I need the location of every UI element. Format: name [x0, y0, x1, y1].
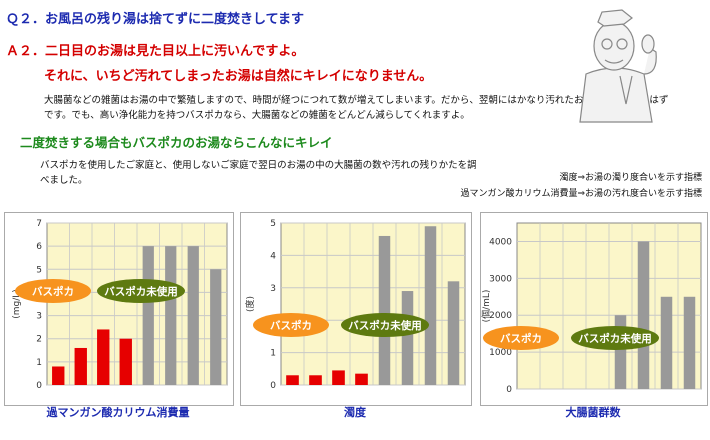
question-heading: Ｑ２．お風呂の残り湯は捨てずに二度焚きしてます: [6, 12, 304, 27]
bar-used: [355, 373, 368, 385]
y-tick-label: 6: [36, 242, 42, 252]
y-tick-label: 1: [270, 349, 276, 359]
y-tick-label: 3: [36, 312, 42, 322]
badge-used: [253, 313, 329, 337]
section-heading: 二度焚きする場合もバスポカのお湯ならこんなにキレイ: [20, 135, 333, 150]
bar-used: [52, 366, 65, 385]
permanganate-chart-label: 過マンガン酸カリウム消費量: [46, 406, 190, 419]
y-tick-label: 7: [36, 219, 42, 229]
bar-unused: [378, 235, 391, 385]
bar-used: [332, 370, 345, 385]
answer-heading: Ａ２．二日目のお湯は見た目以上に汚いんですよ。: [6, 44, 305, 59]
badge-used-label: バスポカ: [270, 319, 312, 332]
bar-unused: [401, 291, 414, 385]
y-axis-label: (mg/L): [12, 289, 22, 319]
badge-unused: [97, 279, 185, 303]
bar-unused: [142, 246, 154, 385]
bar-unused: [660, 296, 673, 389]
badge-used-label: バスポカ: [500, 332, 542, 345]
badge-unused-label: バスポカ未使用: [104, 285, 178, 298]
answer-subheading: それに、いちど汚れてしまったお湯は自然にキレイになりません。: [44, 69, 433, 84]
bar-unused: [637, 241, 650, 389]
badge-used: [483, 326, 559, 350]
study-description: バスポカを使用したご家庭と、使用しないご家庭で翌日のお湯の中の大腸菌の数や汚れの…: [40, 160, 477, 186]
y-tick-label: 0: [270, 381, 276, 391]
badge-unused-label: バスポカ未使用: [348, 319, 422, 332]
y-tick-label: 0: [506, 385, 512, 395]
coliform-chart-label: 大腸菌群数: [565, 406, 621, 419]
badge-used: [15, 279, 91, 303]
doctor-illustration: [579, 9, 657, 123]
y-tick-label: 1000: [489, 348, 512, 358]
badge-unused: [571, 326, 659, 350]
bar-unused: [165, 246, 177, 385]
permanganate-note: 過マンガン酸カリウム消費量⇒お湯の汚れ度合いを示す指標: [460, 189, 702, 199]
bar-unused: [187, 246, 199, 385]
bar-unused: [424, 226, 437, 385]
y-tick-label: 3: [270, 284, 276, 294]
y-axis-label: (個/mL): [481, 290, 492, 323]
bar-used: [97, 329, 110, 385]
bar-used: [286, 375, 299, 385]
bar-used: [119, 338, 132, 385]
badge-unused-label: バスポカ未使用: [578, 332, 652, 345]
turbidity-note: 濁度⇒お湯の濁り度合いを示す指標: [559, 173, 702, 183]
y-tick-label: 5: [36, 265, 42, 275]
explanation-text: 大腸菌などの雑菌はお湯の中で繁殖しますので、時間が経つにつれて数が増えてしまいま…: [44, 95, 669, 121]
bar-used: [309, 375, 322, 385]
bar-unused: [614, 315, 627, 389]
bar-unused: [683, 296, 696, 389]
y-axis-label: (度): [244, 296, 256, 312]
badge-unused: [341, 313, 429, 337]
y-tick-label: 5: [270, 219, 276, 229]
y-tick-label: 2: [36, 335, 42, 345]
y-tick-label: 2000: [489, 311, 512, 321]
y-tick-label: 0: [36, 381, 42, 391]
coliform-chart-panel: 0 1000 2000 3000 4000 (個/mL) バスポカ バスポカ未使用: [480, 212, 708, 406]
y-tick-label: 3000: [489, 274, 512, 284]
badge-used-label: バスポカ: [32, 285, 74, 298]
bar-unused: [210, 269, 222, 385]
turbidity-chart-label: 濁度: [344, 406, 366, 419]
bar-used: [74, 347, 87, 385]
y-tick-label: 4: [270, 251, 276, 261]
bar-unused: [447, 281, 460, 385]
coliform-chart: 0 1000 2000 3000 4000 (個/mL) バスポカ バスポカ未使用: [480, 222, 702, 395]
y-tick-label: 1: [36, 358, 42, 368]
y-tick-label: 4000: [489, 237, 512, 247]
